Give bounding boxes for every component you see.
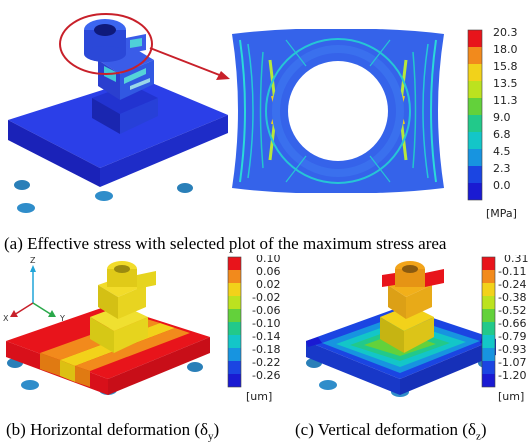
legend-c-label: -1.20 xyxy=(498,369,526,382)
legend-a-swatch xyxy=(468,149,482,166)
axis-x-label: X xyxy=(3,314,9,323)
legend-b-label: -0.14 xyxy=(252,330,280,343)
legend-a: 20.3 18.0 15.8 13.5 11.3 9.0 6.8 4.5 2.3… xyxy=(467,26,518,220)
legend-a-label: 6.8 xyxy=(493,128,511,141)
legend-c-label: -0.24 xyxy=(498,278,526,291)
zoom-arrow-line xyxy=(149,47,223,77)
legend-b-swatch xyxy=(228,335,241,348)
legend-c-swatch xyxy=(482,348,495,361)
legend-c-swatch xyxy=(482,322,495,335)
legend-b-label: -0.06 xyxy=(252,304,280,317)
legend-c-unit: [um] xyxy=(498,390,524,403)
legend-a-label: 13.5 xyxy=(493,77,518,90)
legend-a-label: 2.3 xyxy=(493,162,511,175)
legend-a-swatch xyxy=(468,81,482,98)
legend-c-swatch xyxy=(482,283,495,296)
axis-y-label: Y xyxy=(59,314,65,323)
legend-b-swatch xyxy=(228,270,241,283)
vertical-deformation-model xyxy=(306,261,496,397)
legend-c-swatch xyxy=(482,270,495,283)
caption-b: (b) Horizontal deformation (δy) xyxy=(6,420,219,442)
legend-c-swatch xyxy=(482,361,495,374)
legend-b-swatch xyxy=(228,361,241,374)
legend-b-label: -0.18 xyxy=(252,343,280,356)
legend-a-swatch xyxy=(468,98,482,115)
legend-b: 0.10 0.06 0.02 -0.02 -0.06 -0.10 -0.14 -… xyxy=(227,255,281,403)
highlight-circle xyxy=(59,13,153,75)
legend-b-swatch xyxy=(228,257,241,270)
caption-c-text: (c) Vertical deformation (δ xyxy=(295,420,476,439)
legend-b-label: -0.10 xyxy=(252,317,280,330)
legend-a-label: 0.0 xyxy=(493,179,511,192)
horizontal-deformation-model xyxy=(6,261,210,395)
caption-b-text: (b) Horizontal deformation (δ xyxy=(6,420,209,439)
legend-c: 0.31 -0.11 -0.24 -0.38 -0.52 -0.66 -0.79… xyxy=(481,255,529,403)
stress-model-3d xyxy=(8,19,228,213)
legend-c-label: -0.38 xyxy=(498,291,526,304)
legend-c-swatch xyxy=(482,296,495,309)
legend-c-swatch xyxy=(482,257,495,270)
panel-c-figure: 0.31 -0.11 -0.24 -0.38 -0.52 -0.66 -0.79… xyxy=(306,255,529,403)
legend-a-label: 9.0 xyxy=(493,111,511,124)
legend-b-swatch xyxy=(228,309,241,322)
legend-b-label: 0.10 xyxy=(256,255,281,265)
caption-b-sub: y xyxy=(208,430,214,443)
legend-a-swatch xyxy=(468,166,482,183)
legend-a-swatch xyxy=(468,132,482,149)
caption-c-sub: z xyxy=(475,430,481,443)
legend-a-swatch xyxy=(468,64,482,81)
legend-a-label: 18.0 xyxy=(493,43,518,56)
legend-a-label: 4.5 xyxy=(493,145,511,158)
axis-triad: Z X Y xyxy=(3,256,65,323)
legend-a-label: 11.3 xyxy=(493,94,518,107)
legend-a-swatch xyxy=(468,115,482,132)
legend-a-swatch xyxy=(468,30,482,47)
legend-c-swatch xyxy=(482,335,495,348)
legend-c-label: -0.11 xyxy=(498,265,526,278)
legend-c-label: -0.52 xyxy=(498,304,526,317)
legend-b-label: 0.02 xyxy=(256,278,281,291)
legend-a-unit: [MPa] xyxy=(486,207,517,220)
legend-b-unit: [um] xyxy=(246,390,272,403)
caption-b-end: ) xyxy=(213,420,220,439)
legend-c-swatch xyxy=(482,309,495,322)
legend-b-label: -0.02 xyxy=(252,291,280,304)
axis-z-label: Z xyxy=(30,256,36,265)
legend-b-label: -0.26 xyxy=(252,369,280,382)
legend-b-swatch xyxy=(228,322,241,335)
caption-c-end: ) xyxy=(480,420,487,439)
legend-b-swatch xyxy=(228,374,241,387)
legend-b-swatch xyxy=(228,296,241,309)
legend-a-swatch xyxy=(468,47,482,64)
legend-a-label: 15.8 xyxy=(493,60,518,73)
zoomed-stress-plot xyxy=(232,29,444,193)
legend-b-label: 0.06 xyxy=(256,265,281,278)
caption-a: (a) Effective stress with selected plot … xyxy=(4,234,447,253)
legend-a-label: 20.3 xyxy=(493,26,518,39)
legend-c-swatch xyxy=(482,374,495,387)
legend-a-swatch xyxy=(468,183,482,200)
panel-b-figure: Z X Y xyxy=(3,255,281,403)
panel-a-figure: 20.3 18.0 15.8 13.5 11.3 9.0 6.8 4.5 2.3… xyxy=(8,13,518,220)
zoom-arrow-head xyxy=(216,71,230,80)
legend-b-swatch xyxy=(228,348,241,361)
legend-c-label: -0.79 xyxy=(498,330,526,343)
legend-b-label: -0.22 xyxy=(252,356,280,369)
legend-c-label: -1.07 xyxy=(498,356,526,369)
legend-b-swatch xyxy=(228,283,241,296)
legend-c-label: -0.93 xyxy=(498,343,526,356)
legend-c-label: 0.31 xyxy=(504,255,529,265)
legend-c-label: -0.66 xyxy=(498,317,526,330)
caption-c: (c) Vertical deformation (δz) xyxy=(295,420,487,442)
